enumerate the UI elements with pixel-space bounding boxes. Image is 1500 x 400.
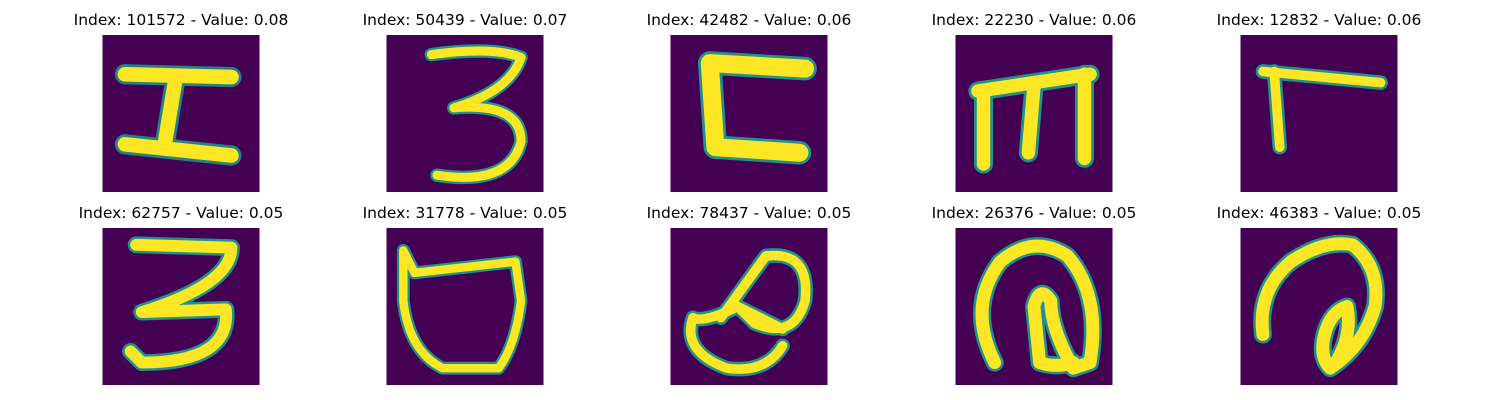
sample-cell-4: Index: 22230 - Value: 0.06 — [892, 0, 1176, 192]
sample-title: Index: 26376 - Value: 0.05 — [931, 204, 1137, 222]
sample-title: Index: 62757 - Value: 0.05 — [78, 204, 284, 222]
sample-cell-10: Index: 46383 - Value: 0.05 — [1177, 193, 1461, 385]
sample-cell-2: Index: 50439 - Value: 0.07 — [323, 0, 607, 192]
sample-cell-6: Index: 62757 - Value: 0.05 — [39, 193, 323, 385]
sample-cell-5: Index: 12832 - Value: 0.06 — [1177, 0, 1461, 192]
sample-cell-9: Index: 26376 - Value: 0.05 — [892, 193, 1176, 385]
sample-title: Index: 101572 - Value: 0.08 — [73, 11, 289, 29]
glyph-m-shape-image — [955, 35, 1113, 192]
glyph-h-shape-image — [102, 35, 260, 192]
glyph-three-image — [386, 35, 544, 192]
sample-cell-8: Index: 78437 - Value: 0.05 — [607, 193, 891, 385]
sample-title: Index: 31778 - Value: 0.05 — [362, 204, 568, 222]
glyph-u-shape-image — [386, 228, 544, 385]
sample-cell-7: Index: 31778 - Value: 0.05 — [323, 193, 607, 385]
glyph-loop-c-image — [1240, 228, 1398, 385]
glyph-loop-b-image — [955, 228, 1113, 385]
sample-cell-1: Index: 101572 - Value: 0.08 — [39, 0, 323, 192]
sample-title: Index: 42482 - Value: 0.06 — [646, 11, 852, 29]
glyph-three-image — [102, 228, 260, 385]
sample-title: Index: 22230 - Value: 0.06 — [931, 11, 1137, 29]
sample-title: Index: 78437 - Value: 0.05 — [646, 204, 852, 222]
sample-title: Index: 12832 - Value: 0.06 — [1216, 11, 1422, 29]
sample-title: Index: 46383 - Value: 0.05 — [1216, 204, 1422, 222]
sample-cell-3: Index: 42482 - Value: 0.06 — [607, 0, 891, 192]
glyph-c-shape-image — [670, 35, 828, 192]
sample-title: Index: 50439 - Value: 0.07 — [362, 11, 568, 29]
glyph-seven-image — [1240, 35, 1398, 192]
glyph-loop-a-image — [670, 228, 828, 385]
